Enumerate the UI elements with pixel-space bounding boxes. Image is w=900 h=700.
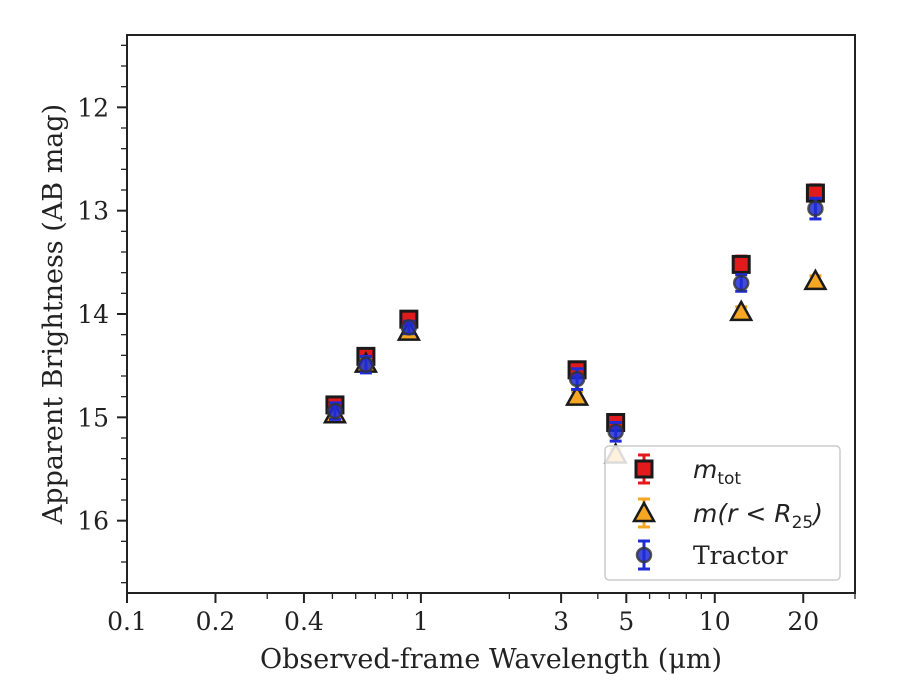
data-point xyxy=(568,370,586,388)
x-tick-label: 10 xyxy=(699,607,731,636)
legend-label: mtot xyxy=(693,455,741,489)
y-tick-label: 16 xyxy=(77,507,109,536)
data-point xyxy=(731,254,751,274)
data-point xyxy=(607,423,624,441)
y-tick-label: 13 xyxy=(77,197,109,226)
x-tick-label: 0.1 xyxy=(107,607,147,636)
x-tick-label: 1 xyxy=(413,607,429,636)
data-point xyxy=(729,299,754,322)
x-tick-label: 0.2 xyxy=(196,607,236,636)
data-point xyxy=(807,200,824,217)
data-point xyxy=(732,274,750,292)
y-tick-label: 15 xyxy=(77,403,109,432)
x-axis-label: Observed-frame Wavelength (μm) xyxy=(260,644,722,675)
data-point xyxy=(803,268,828,291)
data-point xyxy=(564,384,590,406)
legend-box xyxy=(604,445,841,581)
legend-marker xyxy=(631,500,657,523)
data-point xyxy=(326,402,344,420)
plot-area xyxy=(322,183,828,464)
x-tick-label: 5 xyxy=(618,607,634,636)
legend-marker xyxy=(634,459,654,479)
legend-label: Tractor xyxy=(693,541,788,570)
y-axis-label: Apparent Brightness (AB mag) xyxy=(38,104,69,525)
legend: mtot m(r < R25) Tractor xyxy=(604,445,841,581)
legend-marker xyxy=(635,546,653,564)
data-point xyxy=(357,356,375,373)
y-tick-label: 14 xyxy=(77,300,109,329)
legend-label: m(r < R25) xyxy=(693,499,823,533)
series-circle xyxy=(326,196,824,443)
x-tick-label: 20 xyxy=(787,607,819,636)
data-point xyxy=(400,319,418,336)
x-tick-label: 3 xyxy=(553,607,569,636)
x-tick-label: 0.4 xyxy=(284,607,324,636)
y-tick-label: 12 xyxy=(77,93,109,122)
